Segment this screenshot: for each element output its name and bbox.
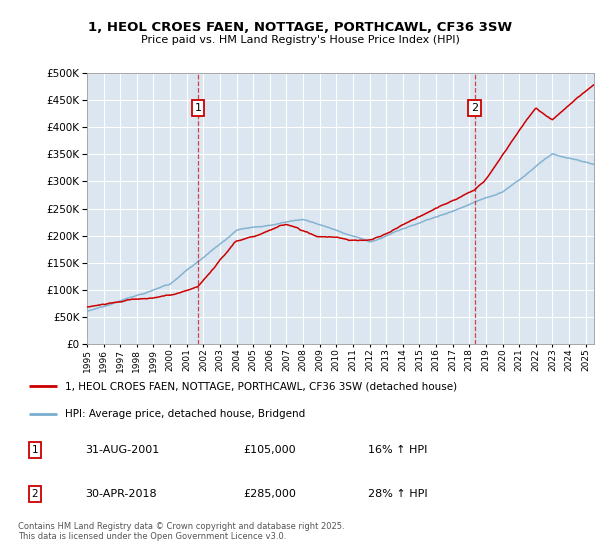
Text: £105,000: £105,000	[244, 445, 296, 455]
Text: Price paid vs. HM Land Registry's House Price Index (HPI): Price paid vs. HM Land Registry's House …	[140, 35, 460, 45]
Text: 16% ↑ HPI: 16% ↑ HPI	[368, 445, 427, 455]
Text: £285,000: £285,000	[244, 489, 296, 499]
Text: 2: 2	[471, 103, 478, 113]
Text: 1, HEOL CROES FAEN, NOTTAGE, PORTHCAWL, CF36 3SW: 1, HEOL CROES FAEN, NOTTAGE, PORTHCAWL, …	[88, 21, 512, 34]
Text: 31-AUG-2001: 31-AUG-2001	[86, 445, 160, 455]
Text: Contains HM Land Registry data © Crown copyright and database right 2025.
This d: Contains HM Land Registry data © Crown c…	[18, 522, 344, 542]
Text: 1: 1	[194, 103, 202, 113]
Text: 30-APR-2018: 30-APR-2018	[86, 489, 157, 499]
Text: HPI: Average price, detached house, Bridgend: HPI: Average price, detached house, Brid…	[65, 409, 305, 419]
Text: 1, HEOL CROES FAEN, NOTTAGE, PORTHCAWL, CF36 3SW (detached house): 1, HEOL CROES FAEN, NOTTAGE, PORTHCAWL, …	[65, 381, 458, 391]
Text: 1: 1	[32, 445, 38, 455]
Text: 28% ↑ HPI: 28% ↑ HPI	[368, 489, 427, 499]
Text: 2: 2	[32, 489, 38, 499]
